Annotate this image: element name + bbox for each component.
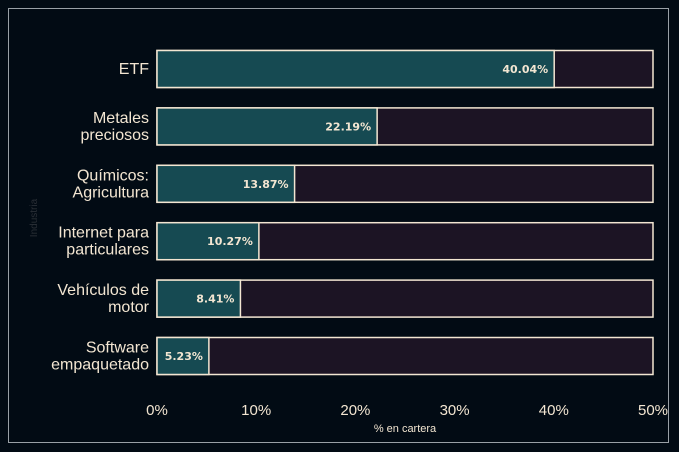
category-labels: ETF Metales preciosos Químicos: Agricultura I…: [51, 61, 150, 374]
category-label: Metales preciosos: [81, 110, 149, 144]
bar: [157, 51, 554, 88]
x-axis-label: % en cartera: [374, 423, 437, 435]
value-label: 22.19%: [325, 120, 371, 133]
x-tick-label: 20%: [340, 402, 370, 419]
y-axis-label: Industria: [29, 198, 40, 237]
x-tick-label: 0%: [146, 402, 168, 419]
value-label: 8.41%: [196, 293, 234, 306]
bar-track: [157, 338, 653, 375]
value-label: 5.23%: [165, 350, 203, 363]
x-tick-labels: 0% 10% 20% 30% 40% 50%: [146, 402, 668, 419]
category-label: Vehículos de motor: [57, 282, 149, 316]
x-tick-label: 10%: [241, 402, 271, 419]
value-label: 13.87%: [243, 178, 289, 191]
category-label: ETF: [119, 61, 149, 78]
value-label: 10.27%: [207, 235, 253, 248]
bars-group: 40.04% 22.19% 13.87% 10.27% 8.41% 5.23%: [157, 51, 653, 375]
x-tick-label: 30%: [440, 402, 470, 419]
category-label: Software empaquetado: [51, 340, 149, 374]
category-label: Internet para particulares: [58, 225, 149, 259]
x-tick-label: 40%: [539, 402, 569, 419]
x-tick-label: 50%: [638, 402, 668, 419]
value-label: 40.04%: [502, 63, 548, 76]
category-label: Químicos: Agricultura: [73, 167, 150, 201]
